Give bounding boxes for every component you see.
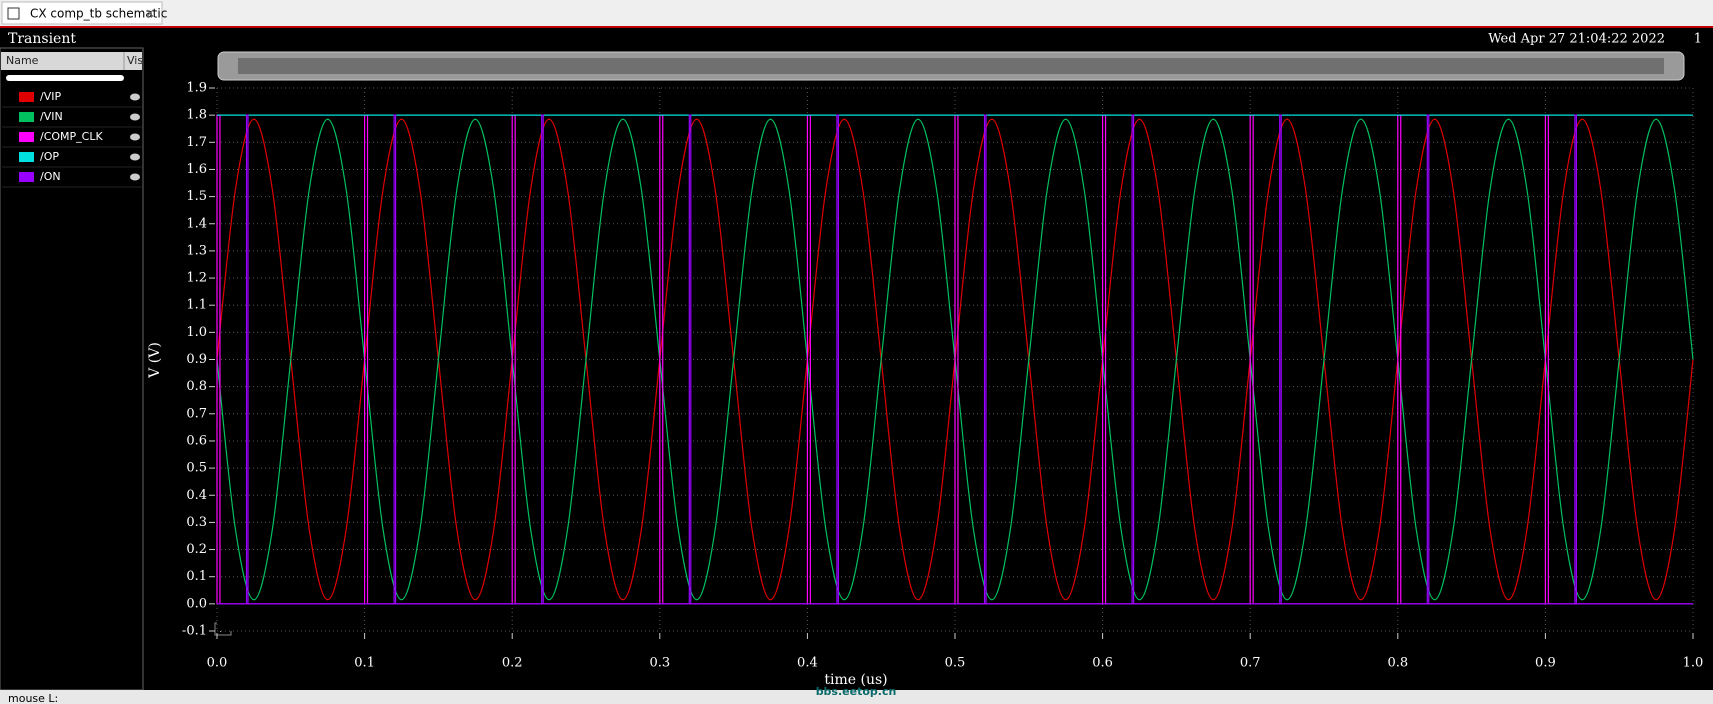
x-tick-label: 0.6 bbox=[1092, 656, 1113, 671]
y-axis-label: V (V) bbox=[147, 342, 163, 379]
y-tick-label: 1.9 bbox=[186, 81, 207, 96]
x-tick-label: 0.8 bbox=[1387, 656, 1408, 671]
overview-window bbox=[238, 58, 1664, 74]
watermark: bbs.eetop.cn bbox=[816, 685, 897, 698]
timestamp: Wed Apr 27 21:04:22 2022 bbox=[1488, 32, 1665, 47]
legend-header bbox=[1, 52, 142, 70]
group-bar bbox=[6, 75, 124, 81]
y-tick-label: 1.5 bbox=[186, 189, 207, 204]
legend-label: /VIP bbox=[40, 90, 61, 103]
y-tick-label: -0.1 bbox=[182, 624, 207, 639]
y-tick-label: 1.0 bbox=[186, 325, 207, 340]
status-bar bbox=[0, 690, 1713, 704]
y-tick-label: 1.3 bbox=[186, 243, 207, 258]
y-tick-label: 0.6 bbox=[186, 433, 207, 448]
legend-swatch bbox=[19, 112, 34, 122]
x-axis-label: time (us) bbox=[824, 672, 887, 688]
legend-swatch bbox=[19, 172, 34, 182]
col-vis: Vis bbox=[127, 54, 143, 67]
plot: -0.1 0.0 0.1 0.2 0.3 0.4 0.5 0.6 0.7 0.8 0.9 1.0 1.1… bbox=[182, 81, 1703, 671]
col-name: Name bbox=[6, 54, 39, 67]
visibility-toggle[interactable] bbox=[130, 153, 140, 161]
y-tick-label: 0.5 bbox=[186, 461, 207, 476]
visibility-toggle[interactable] bbox=[130, 173, 140, 181]
legend-swatch bbox=[19, 92, 34, 102]
y-tick-label: 0.2 bbox=[186, 542, 207, 557]
x-tick-label: 0.5 bbox=[945, 656, 966, 671]
y-tick-label: 0.3 bbox=[186, 515, 207, 530]
legend-swatch bbox=[19, 152, 34, 162]
y-tick-label: 1.7 bbox=[186, 135, 207, 150]
window-title: Transient bbox=[8, 31, 76, 47]
y-tick-label: 0.8 bbox=[186, 379, 207, 394]
y-tick-label: 0.7 bbox=[186, 406, 207, 421]
legend-label: /ON bbox=[40, 170, 61, 183]
y-tick-label: 0.9 bbox=[186, 352, 207, 367]
x-tick-label: 1.0 bbox=[1683, 656, 1704, 671]
tab-label[interactable]: CX comp_tb schematic bbox=[30, 7, 167, 21]
x-tick-label: 0.3 bbox=[649, 656, 670, 671]
y-tick-label: 1.8 bbox=[186, 108, 207, 123]
tab[interactable] bbox=[1, 1, 163, 25]
y-tick-label: 0.1 bbox=[186, 569, 207, 584]
tab-bar bbox=[0, 0, 1713, 26]
x-tick-label: 0.0 bbox=[207, 656, 228, 671]
legend-panel bbox=[0, 47, 144, 691]
visibility-toggle[interactable] bbox=[130, 113, 140, 121]
y-tick-label: 1.4 bbox=[186, 216, 207, 231]
red-rule bbox=[0, 26, 1713, 28]
y-tick-label: 0.4 bbox=[186, 488, 207, 503]
window-number: 1 bbox=[1694, 32, 1702, 47]
y-tick-label: 1.1 bbox=[186, 298, 207, 313]
legend-label: /OP bbox=[40, 150, 59, 163]
x-tick-label: 0.2 bbox=[502, 656, 523, 671]
tab-close[interactable]: × bbox=[145, 7, 156, 22]
visibility-toggle[interactable] bbox=[130, 133, 140, 141]
series-line bbox=[217, 114, 1693, 605]
y-tick-label: 1.6 bbox=[186, 162, 207, 177]
tab-icon bbox=[7, 7, 20, 20]
y-tick-label: 1.2 bbox=[186, 271, 207, 286]
legend-swatch bbox=[19, 132, 34, 142]
legend-label: /VIN bbox=[40, 110, 63, 123]
status-text: mouse L: bbox=[8, 692, 58, 704]
legend-label: /COMP_CLK bbox=[40, 130, 103, 143]
x-tick-label: 0.1 bbox=[354, 656, 375, 671]
y-tick-label: 0.0 bbox=[186, 596, 207, 611]
x-tick-label: 0.9 bbox=[1535, 656, 1556, 671]
x-tick-label: 0.4 bbox=[797, 656, 818, 671]
visibility-toggle[interactable] bbox=[130, 93, 140, 101]
x-tick-label: 0.7 bbox=[1240, 656, 1261, 671]
